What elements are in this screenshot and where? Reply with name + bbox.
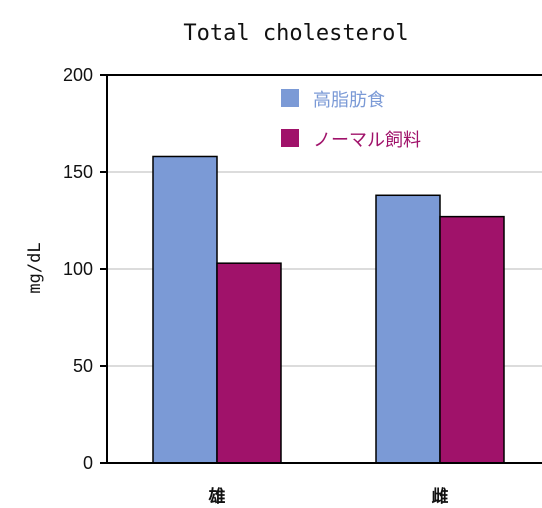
legend-label: ノーマル飼料 <box>313 130 421 151</box>
y-tick-label: 150 <box>63 162 93 182</box>
bar-high-fat-1 <box>375 194 441 464</box>
chart-title: Total cholesterol <box>183 21 408 46</box>
legend-swatch <box>281 89 299 107</box>
bar-normal-0 <box>216 262 282 464</box>
x-category-label: 雌 <box>432 486 449 507</box>
y-tick-label: 200 <box>63 65 93 85</box>
y-tick-label: 100 <box>63 259 93 279</box>
legend-label: 高脂肪食 <box>313 90 385 111</box>
x-category-label: 雄 <box>208 486 226 507</box>
y-tick-label: 0 <box>83 453 93 473</box>
bars <box>152 155 505 464</box>
bar-normal-1 <box>439 215 505 464</box>
legend-swatch <box>281 129 299 147</box>
bar-high-fat-0 <box>152 155 218 464</box>
y-tick-label: 50 <box>73 356 93 376</box>
y-axis-label: mg/dL <box>25 242 45 293</box>
x-categories: 雄雌 <box>208 486 449 507</box>
y-ticks: 0 50 100 150 200 <box>63 65 107 473</box>
